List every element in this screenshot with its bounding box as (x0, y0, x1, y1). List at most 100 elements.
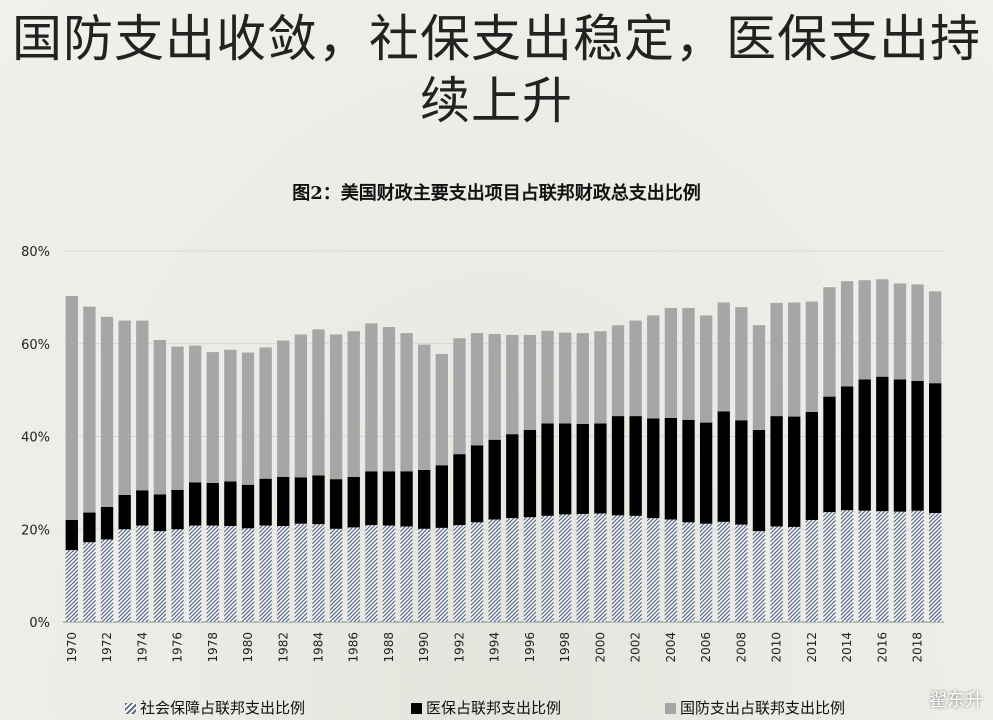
bar-defense-2002 (629, 320, 642, 417)
bar-defense-1999 (576, 333, 589, 424)
bar-medicare-1978 (206, 482, 219, 526)
x-tick-label: 2002 (629, 632, 643, 663)
x-tick-label: 1990 (417, 632, 431, 663)
bar-medicare-1974 (136, 490, 149, 526)
legend-label: 社会保障占联邦支出比例 (140, 699, 306, 717)
x-tick-label: 2000 (593, 632, 607, 663)
bar-social-security-1995 (506, 518, 519, 622)
bar-defense-2013 (823, 287, 836, 397)
bar-defense-2009 (752, 325, 766, 431)
x-tick-label: 1998 (558, 632, 572, 663)
bar-medicare-1971 (83, 512, 96, 543)
bar-medicare-1970 (65, 519, 78, 551)
bar-defense-1986 (347, 331, 360, 477)
bar-social-security-1978 (206, 525, 219, 622)
bar-social-security-2003 (647, 518, 660, 622)
bar-defense-2006 (699, 315, 713, 423)
bar-social-security-2001 (611, 515, 625, 622)
x-tick-label: 1972 (100, 632, 114, 663)
x-tick-label: 1978 (206, 632, 220, 663)
bar-medicare-1984 (312, 475, 325, 525)
bar-medicare-1981 (259, 478, 272, 526)
bar-defense-2017 (893, 283, 907, 380)
bar-medicare-1977 (188, 482, 202, 526)
bar-medicare-2000 (594, 423, 607, 514)
bar-defense-1983 (294, 334, 308, 478)
bar-medicare-2002 (629, 416, 642, 516)
x-tick-label: 1976 (171, 632, 185, 663)
x-tick-label: 1996 (523, 632, 537, 663)
bar-defense-2014 (840, 281, 854, 387)
bar-defense-1974 (136, 320, 149, 491)
bar-medicare-2001 (611, 416, 625, 516)
bar-social-security-1985 (329, 528, 343, 622)
y-tick-label: 80% (21, 245, 50, 260)
bar-defense-1985 (329, 334, 343, 480)
bar-defense-1996 (523, 334, 537, 431)
bar-medicare-1995 (506, 434, 519, 519)
bar-social-security-2013 (823, 512, 836, 622)
x-tick-label: 1986 (347, 632, 361, 663)
bar-defense-1972 (100, 316, 114, 507)
bar-social-security-2012 (805, 519, 819, 622)
bar-medicare-2012 (805, 411, 819, 520)
bar-defense-2004 (664, 308, 678, 418)
bar-medicare-2008 (735, 420, 748, 525)
bar-medicare-1972 (100, 506, 114, 540)
x-tick-label: 1974 (135, 632, 149, 663)
x-tick-label: 2008 (734, 632, 748, 663)
bar-social-security-1981 (259, 525, 272, 622)
bar-social-security-1993 (470, 522, 484, 622)
bar-social-security-1974 (136, 525, 149, 622)
y-tick-label: 40% (21, 431, 50, 446)
slide-title: 国防支出收敛，社保支出稳定，医保支出持续上升 (12, 10, 981, 130)
legend-swatch-gray (665, 703, 676, 714)
bar-medicare-1976 (171, 489, 184, 530)
bar-social-security-1970 (65, 550, 78, 622)
bar-social-security-2019 (929, 513, 942, 622)
bar-social-security-2015 (858, 510, 871, 622)
y-axis-ticks: 0% 20% 40% 60% 80% (21, 245, 50, 631)
bar-social-security-1975 (153, 531, 167, 622)
bars (65, 279, 942, 622)
bar-medicare-1988 (382, 471, 396, 526)
bar-defense-2007 (717, 302, 730, 412)
x-tick-label: 2018 (911, 632, 925, 663)
bar-medicare-1975 (153, 494, 167, 532)
bar-defense-2010 (770, 302, 783, 417)
bar-social-security-1989 (400, 526, 413, 622)
bar-social-security-2011 (788, 526, 801, 622)
bar-defense-1970 (65, 295, 78, 520)
bar-social-security-1992 (453, 525, 466, 622)
x-tick-label: 2004 (664, 632, 678, 663)
bar-social-security-2014 (840, 510, 854, 622)
bar-defense-1976 (171, 346, 184, 490)
bar-social-security-1977 (188, 525, 202, 622)
legend-swatch-black (411, 703, 422, 714)
bar-social-security-2018 (911, 510, 924, 622)
bar-social-security-1976 (171, 529, 184, 622)
bar-medicare-1999 (576, 423, 589, 514)
bar-defense-2008 (735, 307, 748, 421)
bar-medicare-2007 (717, 411, 730, 522)
bar-social-security-2009 (752, 531, 766, 622)
bar-defense-1973 (118, 320, 131, 495)
bar-medicare-1994 (488, 439, 501, 520)
bar-defense-1971 (83, 306, 96, 513)
bar-medicare-1973 (118, 494, 131, 530)
bar-medicare-1997 (541, 423, 554, 516)
bar-medicare-2011 (788, 416, 801, 527)
bar-defense-2005 (682, 308, 695, 420)
bar-medicare-1986 (347, 476, 360, 528)
watermark: 翟东升 (929, 690, 983, 711)
bar-social-security-2004 (664, 519, 678, 622)
bar-social-security-1980 (241, 528, 255, 622)
bar-social-security-1991 (435, 527, 448, 622)
bar-social-security-1998 (559, 514, 572, 622)
bar-defense-2016 (876, 279, 889, 377)
x-tick-label: 2016 (875, 632, 889, 663)
x-axis-ticks: 1970 1972 1974 1976 1978 1980 1982 1984 1986 1988… (65, 632, 925, 663)
x-tick-label: 1980 (241, 632, 255, 663)
bar-defense-1981 (259, 347, 272, 479)
